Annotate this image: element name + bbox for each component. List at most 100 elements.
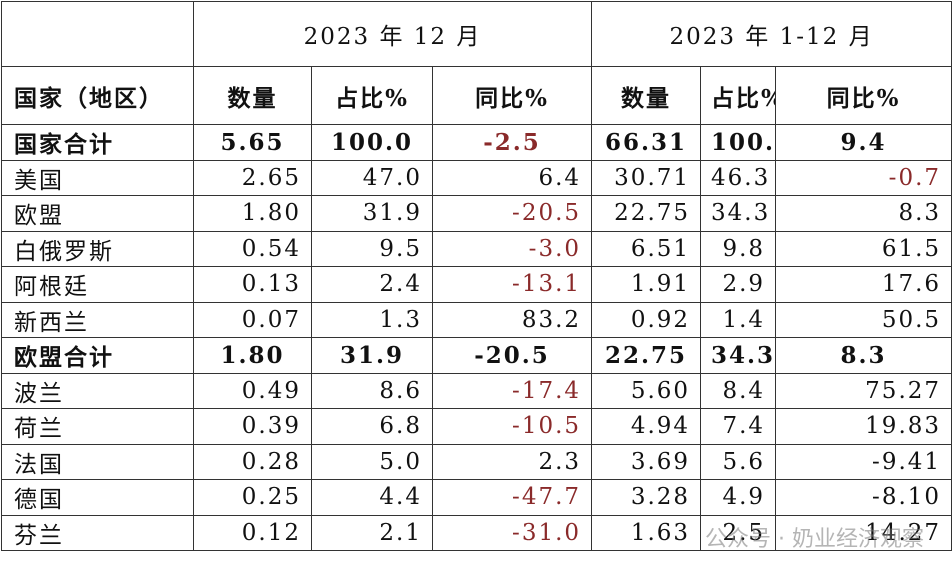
table-cell: 22.75 [591,337,702,374]
table-cell: 1.3 [311,301,433,338]
table-cell: 50.5 [775,301,952,338]
table-cell: 2.5 [700,514,777,551]
table-cell: 2.65 [193,159,312,196]
table-cell: 46.3 [700,159,777,196]
row-label: 白俄罗斯 [1,230,194,267]
table-cell: -2.5 [431,124,593,161]
column-header: 数量 [591,66,702,125]
table-cell: 2.3 [431,443,593,480]
table-body: 2023 年 12 月 2023 年 1-12 月 国家（地区） 数量 占比% 同比%… [1,1,952,551]
table-cell: 19.83 [775,408,952,445]
table-cell: 0.39 [193,408,312,445]
table-cell: 2.1 [311,514,433,551]
table-cell: 31.9 [311,337,433,374]
table-cell: 8.3 [775,337,952,374]
row-label: 芬兰 [1,514,194,551]
data-table: 2023 年 12 月 2023 年 1-12 月 国家（地区） 数量 占比% 同比%… [1,1,952,551]
row-label: 欧盟 [1,195,194,232]
table-cell: 5.6 [700,443,777,480]
table-cell: 2.4 [311,266,433,303]
table-cell: 1.80 [193,337,312,374]
table-cell: 3.28 [591,479,702,516]
column-header: 占比% [311,66,433,125]
data-row: 新西兰 0.07 1.3 83.2 0.92 1.4 50.5 [1,301,952,338]
table-cell: 5.65 [193,124,312,161]
table-cell: 66.31 [591,124,702,161]
data-row: 芬兰 0.12 2.1 -31.0 1.63 2.5 14.27 [1,514,952,551]
table-cell: 6.8 [311,408,433,445]
period-header-row: 2023 年 12 月 2023 年 1-12 月 [1,1,952,67]
table-cell: 1.91 [591,266,702,303]
column-header: 国家（地区） [1,66,194,125]
data-row: 波兰 0.49 8.6 -17.4 5.60 8.4 75.27 [1,372,952,409]
table-cell: 1.4 [700,301,777,338]
table-cell: 6.51 [591,230,702,267]
table-cell: 7.4 [700,408,777,445]
table-cell: 5.60 [591,372,702,409]
watermark: 公众号 · 奶业经济观察 [705,527,924,552]
table-cell: -20.5 [431,195,593,232]
row-label: 国家合计 [1,124,194,161]
table-cell: 0.92 [591,301,702,338]
table-cell: 0.54 [193,230,312,267]
row-label: 德国 [1,479,194,516]
row-label: 荷兰 [1,408,194,445]
table-cell: 9.4 [775,124,952,161]
table-cell: -0.7 [775,159,952,196]
row-label: 法国 [1,443,194,480]
table-cell: 83.2 [431,301,593,338]
table-cell: 1.80 [193,195,312,232]
table-cell: 34.3 [700,195,777,232]
table-cell: 0.07 [193,301,312,338]
table-cell: 22.75 [591,195,702,232]
table-cell: -10.5 [431,408,593,445]
data-row: 欧盟 1.80 31.9 -20.5 22.75 34.3 8.3 [1,195,952,232]
table-cell: -17.4 [431,372,593,409]
column-header: 同比% [431,66,593,125]
table-cell: 9.8 [700,230,777,267]
table-cell: 0.25 [193,479,312,516]
row-label: 美国 [1,159,194,196]
period-header: 2023 年 1-12 月 [591,1,952,67]
table-cell: 4.9 [700,479,777,516]
table-cell: 8.6 [311,372,433,409]
table-cell: 0.13 [193,266,312,303]
table-cell: 30.71 [591,159,702,196]
table-cell: 47.0 [311,159,433,196]
data-row: 阿根廷 0.13 2.4 -13.1 1.91 2.9 17.6 [1,266,952,303]
table-cell: -31.0 [431,514,593,551]
table-cell: 75.27 [775,372,952,409]
table-cell: 17.6 [775,266,952,303]
table-cell: 8.4 [700,372,777,409]
table-cell: 0.49 [193,372,312,409]
table-cell: 0.12 [193,514,312,551]
data-row: 法国 0.28 5.0 2.3 3.69 5.6 -9.41 [1,443,952,480]
row-label: 阿根廷 [1,266,194,303]
period-header: 2023 年 12 月 [192,1,593,67]
column-header: 数量 [193,66,312,125]
table-cell: -47.7 [431,479,593,516]
column-header: 占比% [700,66,777,125]
table-cell: 31.9 [311,195,433,232]
table-cell: 0.28 [193,443,312,480]
data-row: 德国 0.25 4.4 -47.7 3.28 4.9 -8.10 [1,479,952,516]
table-cell: 100.0 [311,124,433,161]
row-label: 波兰 [1,372,194,409]
data-row: 美国 2.65 47.0 6.4 30.71 46.3 -0.7 [1,159,952,196]
column-header: 同比% [775,66,952,125]
row-label: 新西兰 [1,301,194,338]
table-cell: 61.5 [775,230,952,267]
table-cell: 9.5 [311,230,433,267]
data-row: 荷兰 0.39 6.8 -10.5 4.94 7.4 19.83 [1,408,952,445]
table-cell: 8.3 [775,195,952,232]
table-cell: 2.9 [700,266,777,303]
table-cell: -3.0 [431,230,593,267]
table-cell: -8.10 [775,479,952,516]
row-label: 欧盟合计 [1,337,194,374]
table-cell: 4.4 [311,479,433,516]
table-cell: -20.5 [431,337,593,374]
table-cell: 100.0 [700,124,777,161]
